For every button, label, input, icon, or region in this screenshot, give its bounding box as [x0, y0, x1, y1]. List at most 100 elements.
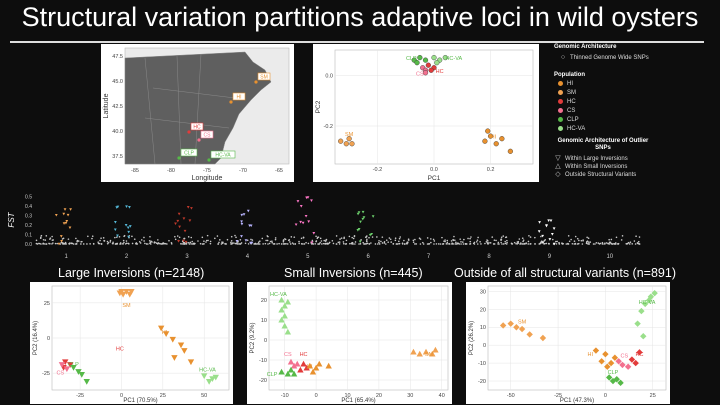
snp-point [230, 241, 232, 244]
genome-pca-panel: -0.2 0.0 0.2 0.0 -0.2 PC1 PC2 CLP HC-VA HC CS SM HI [313, 44, 539, 182]
snp-point [614, 243, 616, 245]
outlier-shape-icon: ◇ [555, 171, 561, 178]
snp-point [534, 236, 536, 239]
snp-point [302, 243, 304, 245]
outlier-snp [357, 228, 361, 231]
snp-point [491, 236, 494, 238]
snp-point [199, 242, 202, 245]
data-point [346, 136, 352, 142]
snp-point [322, 242, 325, 245]
snp-point [521, 237, 524, 240]
snp-point [323, 239, 326, 242]
snp-point [385, 239, 388, 241]
state-border [144, 57, 156, 165]
snp-point [107, 241, 110, 244]
snp-point [189, 241, 192, 244]
y-axis-label: PC2 (16.4%) [33, 321, 39, 355]
snp-point [70, 242, 73, 244]
snp-point [151, 241, 153, 243]
chromosome-label: 8 [487, 254, 491, 260]
snp-point [230, 239, 233, 242]
snp-point [311, 239, 314, 242]
data-point [75, 369, 82, 375]
x-tick-label: -70 [239, 168, 247, 174]
snp-point [178, 236, 181, 239]
x-tick-label: 0.2 [487, 167, 495, 173]
snp-point [498, 243, 500, 245]
snp-point [395, 243, 398, 245]
data-point [171, 355, 178, 361]
outlier-snp [125, 205, 128, 208]
snp-point [404, 243, 406, 245]
snp-point [469, 237, 471, 240]
snp-point [629, 241, 632, 243]
snp-point [119, 243, 121, 245]
y-axis-label: PC2 [315, 100, 322, 113]
snp-point [287, 239, 290, 242]
snp-point [157, 242, 160, 244]
snp-point [376, 243, 379, 245]
snp-point [455, 241, 457, 244]
snp-point [140, 239, 143, 241]
outlier-snp [244, 239, 248, 242]
snp-point [35, 239, 38, 242]
outside-sv-panel: -50 -25 0 25 -20 -10 0 10 20 30 PC1 (47.3%) PC2 (26… [466, 282, 670, 404]
x-tick-label: -10 [281, 393, 289, 399]
snp-point [87, 235, 89, 238]
snp-point [412, 241, 415, 244]
snp-point [45, 243, 47, 245]
y-tick-label: 0 [47, 336, 50, 342]
snp-point [545, 242, 548, 245]
state-border [176, 55, 182, 165]
snp-point [539, 241, 542, 244]
chromosome-label: 6 [367, 254, 371, 260]
data-point [281, 322, 288, 329]
snp-point [426, 237, 429, 239]
snp-point [470, 236, 472, 238]
legend-outlier-item: △ Within Small Inversions [553, 162, 627, 170]
snp-point [271, 240, 273, 242]
data-point [613, 376, 620, 383]
state-border [194, 53, 202, 165]
snp-point [67, 238, 70, 240]
snp-point [637, 240, 640, 243]
snp-point [340, 237, 343, 239]
snp-point [515, 242, 517, 245]
snp-point [365, 240, 368, 243]
snp-point [605, 242, 608, 244]
snp-point [522, 240, 524, 243]
outlier-snp [116, 234, 119, 238]
snp-point [168, 239, 170, 242]
data-point [493, 141, 499, 147]
snp-point [628, 243, 631, 245]
snp-point [207, 239, 209, 242]
legend-outlier-item: ▽ Within Large Inversions [553, 154, 627, 162]
snp-point [128, 243, 130, 245]
point-label: CS [621, 354, 629, 360]
circle-shape-icon: ○ [560, 54, 566, 61]
legend-pop-sm: SM [558, 90, 576, 96]
snp-point [363, 243, 365, 245]
site-label: HI [237, 95, 242, 101]
snp-point [485, 240, 488, 243]
snp-point [62, 242, 65, 245]
outlier-snp [177, 212, 181, 216]
snp-point [398, 237, 401, 240]
data-point [290, 362, 298, 369]
data-point [325, 362, 332, 369]
data-point [294, 360, 301, 367]
snp-point [338, 241, 341, 243]
y-tick-label: -0.2 [324, 124, 333, 130]
y-tick-label: 0 [264, 338, 267, 344]
snp-point [335, 243, 338, 245]
y-tick-label: 0.0 [25, 242, 32, 248]
snp-point [278, 242, 280, 245]
data-point [128, 289, 135, 295]
data-point [284, 370, 292, 377]
y-tick-label: 42.5 [112, 104, 123, 110]
snp-point [513, 241, 516, 244]
snp-point [319, 241, 321, 244]
point-label: HC-VA [445, 56, 462, 62]
snp-point [345, 239, 348, 242]
manhattan-chart: 0.0 0.1 0.2 0.3 0.4 0.5 FST 1 2 3 4 5 6 7 8 9 10 [7, 195, 641, 260]
